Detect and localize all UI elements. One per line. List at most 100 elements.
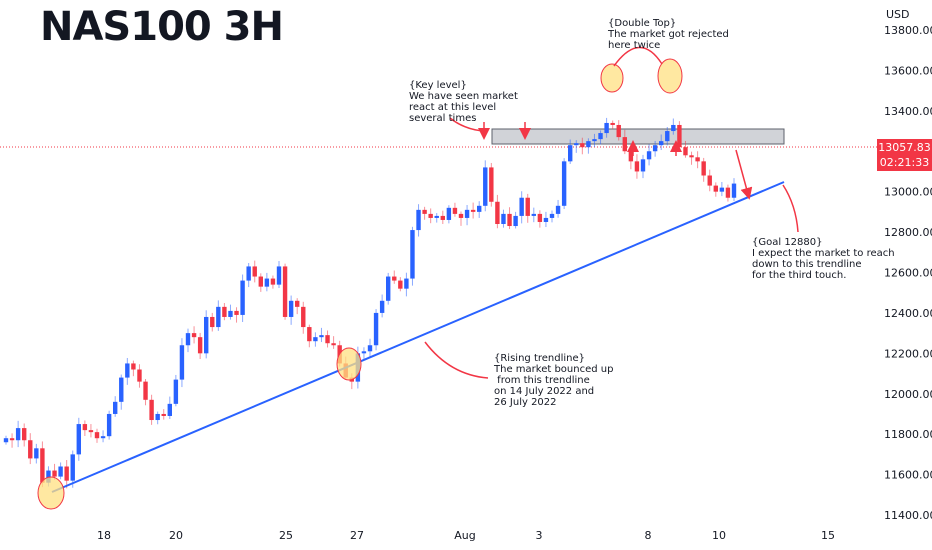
y-tick-label: 13800.00 <box>884 24 932 37</box>
candle-body <box>665 131 670 142</box>
candle-body <box>616 124 621 138</box>
candle-body <box>64 466 69 481</box>
candle-body <box>446 207 452 220</box>
candle-body <box>555 205 561 214</box>
candle-body <box>70 454 75 481</box>
candle-body <box>428 213 433 218</box>
candle-body <box>549 213 555 218</box>
candle-body <box>537 213 543 222</box>
candle-body <box>22 428 27 441</box>
candle-body <box>592 139 597 142</box>
goal-note: {Goal 12880} I expect the market to reac… <box>752 237 895 281</box>
candle-body <box>707 175 712 186</box>
y-tick-label: 11600.00 <box>884 469 932 482</box>
candle-body <box>586 141 591 148</box>
candle-body <box>76 424 81 455</box>
candle-body <box>683 147 688 156</box>
candle-body <box>15 428 21 441</box>
goal-connector <box>782 184 799 233</box>
candle-body <box>307 327 312 342</box>
candle-body <box>228 310 233 317</box>
candle-body <box>689 155 694 158</box>
candle-body <box>58 466 63 477</box>
candle-body <box>458 213 464 218</box>
candle-body <box>477 205 482 212</box>
x-axis-ticks: 18 20 25 27 Aug 3 8 10 15 <box>97 529 835 542</box>
candle-body <box>119 377 124 402</box>
y-tick-label: 13400.00 <box>884 105 932 118</box>
candle-body <box>173 379 179 404</box>
candle-body <box>398 280 403 289</box>
candle-body <box>270 278 276 285</box>
candle-body <box>713 185 718 192</box>
candle-body <box>404 278 409 289</box>
candle-body <box>246 266 251 281</box>
y-tick-label: 12600.00 <box>884 267 932 280</box>
candle-body <box>646 151 652 160</box>
candle-body <box>276 266 282 285</box>
y-tick-label: 12200.00 <box>884 347 932 360</box>
candle-body <box>731 183 737 198</box>
currency-label: USD <box>886 8 910 21</box>
candle-body <box>392 276 397 281</box>
last-price-tag: 13057.83 02:21:33 <box>877 139 932 171</box>
candle-body <box>495 201 500 224</box>
candle-body <box>543 217 549 222</box>
y-tick-label: 13600.00 <box>884 64 932 77</box>
candle-body <box>100 436 106 439</box>
candle-body <box>28 440 33 459</box>
x-tick-label: 8 <box>645 529 652 542</box>
candle-body <box>440 215 445 220</box>
candle-body <box>574 143 579 146</box>
candle-body <box>106 413 112 437</box>
candle-body <box>622 137 627 152</box>
candle-body <box>301 306 306 328</box>
candle-body <box>519 197 524 216</box>
y-tick-label: 12800.00 <box>884 226 932 239</box>
candle-body <box>185 333 191 346</box>
candle-body <box>373 312 379 346</box>
candle-body <box>46 470 51 483</box>
x-tick-label: Aug <box>454 529 475 542</box>
candle-body <box>282 266 288 317</box>
candle-body <box>216 306 221 328</box>
y-tick-label: 13000.00 <box>884 186 932 199</box>
candle-body <box>222 306 227 317</box>
key-level-note: {Key level} We have seen market react at… <box>409 80 518 124</box>
candle-body <box>379 300 385 313</box>
goal-arrow <box>735 149 753 200</box>
chart-title: NAS100 3H <box>40 4 284 50</box>
candle-body <box>94 432 100 439</box>
candle-body <box>3 438 9 443</box>
candle-body <box>525 197 530 216</box>
candle-body <box>197 337 203 354</box>
trendline-note-connector <box>424 341 489 379</box>
double-top-note: {Double Top} The market got rejected her… <box>608 18 729 51</box>
candle-body <box>725 187 731 198</box>
candle-body <box>513 215 518 227</box>
candle-body <box>234 310 239 315</box>
bar-countdown: 02:21:33 <box>879 156 930 169</box>
candle-body <box>671 124 676 132</box>
last-price-value: 13057.83 <box>878 141 931 154</box>
candle-body <box>416 209 421 231</box>
candle-body <box>9 438 15 441</box>
candle-body <box>137 369 142 382</box>
top-circle-1 <box>600 63 624 93</box>
candle-body <box>489 167 494 202</box>
touch-circle-2 <box>336 347 362 381</box>
x-tick-label: 3 <box>536 529 543 542</box>
candle-body <box>580 143 585 148</box>
candle-body <box>677 124 682 148</box>
candle-body <box>634 161 640 172</box>
y-tick-label: 12400.00 <box>884 307 932 320</box>
x-tick-label: 18 <box>97 529 111 542</box>
top-circle-2 <box>657 58 683 94</box>
candle-body <box>628 151 634 162</box>
candle-body <box>483 167 488 206</box>
candle-body <box>598 133 603 140</box>
candle-body <box>695 157 700 162</box>
candle-body <box>40 448 45 483</box>
y-tick-label: 12000.00 <box>884 388 932 401</box>
